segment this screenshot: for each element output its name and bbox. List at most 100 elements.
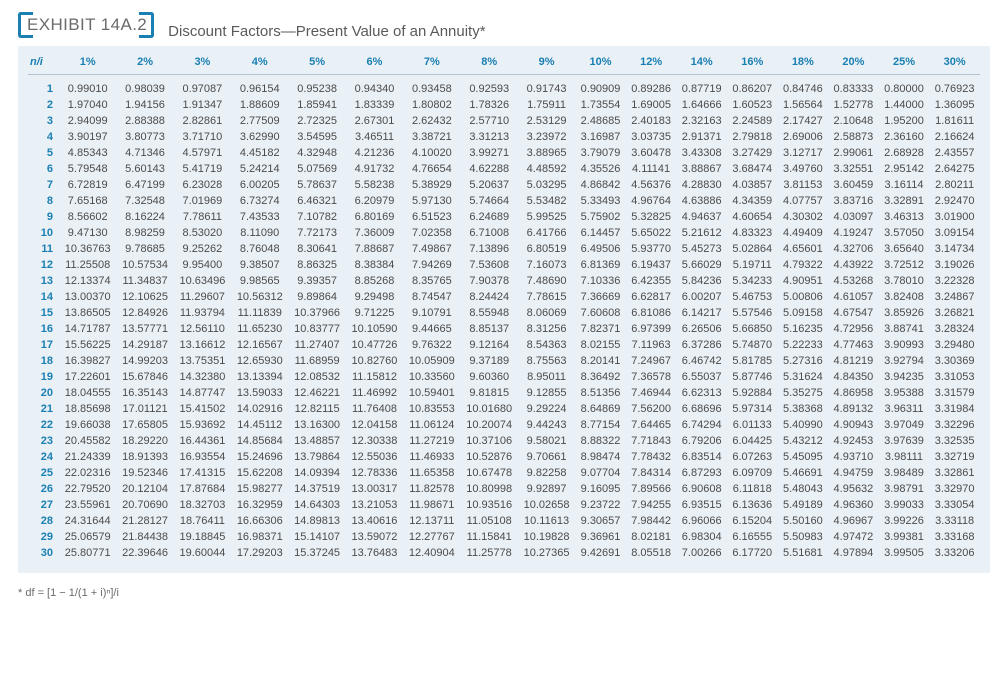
cell: 12.56110 <box>174 321 231 337</box>
cell: 4.63886 <box>676 193 727 209</box>
cell: 9.82258 <box>518 465 575 481</box>
cell: 4.90943 <box>828 417 879 433</box>
cell: 3.94235 <box>879 369 930 385</box>
cell: 8.53020 <box>174 225 231 241</box>
cell: 0.97087 <box>174 75 231 98</box>
table-row: 98.566028.162247.786117.435337.107826.80… <box>28 209 980 225</box>
cell: 13.48857 <box>288 433 345 449</box>
cell: 8.88322 <box>575 433 626 449</box>
cell: 5.66850 <box>727 321 778 337</box>
cell: 3.30369 <box>929 353 980 369</box>
cell: 8.56602 <box>59 209 116 225</box>
row-n: 30 <box>28 545 59 561</box>
cell: 14.87747 <box>174 385 231 401</box>
cell: 0.87719 <box>676 75 727 98</box>
cell: 4.34359 <box>727 193 778 209</box>
cell: 3.99505 <box>879 545 930 561</box>
cell: 7.10782 <box>288 209 345 225</box>
cell: 7.49867 <box>403 241 460 257</box>
cell: 10.19828 <box>518 529 575 545</box>
col-header: 7% <box>403 54 460 75</box>
col-header: 30% <box>929 54 980 75</box>
cell: 9.78685 <box>116 241 173 257</box>
cell: 1.97040 <box>59 97 116 113</box>
cell: 7.36578 <box>626 369 677 385</box>
cell: 4.96360 <box>828 497 879 513</box>
table-row: 109.471308.982598.530208.110907.721737.3… <box>28 225 980 241</box>
cell: 2.82861 <box>174 113 231 129</box>
cell: 4.93710 <box>828 449 879 465</box>
row-n: 17 <box>28 337 59 353</box>
cell: 4.92453 <box>828 433 879 449</box>
cell: 7.88687 <box>346 241 403 257</box>
cell: 4.28830 <box>676 177 727 193</box>
cell: 11.34837 <box>116 273 173 289</box>
cell: 11.25778 <box>461 545 518 561</box>
cell: 21.24339 <box>59 449 116 465</box>
cell: 11.76408 <box>346 401 403 417</box>
cell: 9.89864 <box>288 289 345 305</box>
cell: 9.29498 <box>346 289 403 305</box>
cell: 9.76322 <box>403 337 460 353</box>
table-row: 1211.2550810.575349.954009.385078.863258… <box>28 257 980 273</box>
cell: 3.22328 <box>929 273 980 289</box>
cell: 8.64869 <box>575 401 626 417</box>
cell: 14.45112 <box>231 417 288 433</box>
table-row: 1715.5622514.2918713.1661212.1656711.274… <box>28 337 980 353</box>
cell: 3.33118 <box>929 513 980 529</box>
cell: 2.53129 <box>518 113 575 129</box>
cell: 10.11613 <box>518 513 575 529</box>
cell: 3.99226 <box>879 513 930 529</box>
cell: 3.32719 <box>929 449 980 465</box>
cell: 10.67478 <box>461 465 518 481</box>
cell: 0.89286 <box>626 75 677 98</box>
cell: 10.02658 <box>518 497 575 513</box>
cell: 8.74547 <box>403 289 460 305</box>
col-header: 9% <box>518 54 575 75</box>
col-header: 1% <box>59 54 116 75</box>
cell: 7.10336 <box>575 273 626 289</box>
cell: 12.08532 <box>288 369 345 385</box>
cell: 6.19437 <box>626 257 677 273</box>
cell: 13.76483 <box>346 545 403 561</box>
cell: 3.33168 <box>929 529 980 545</box>
cell: 1.91347 <box>174 97 231 113</box>
cell: 9.10791 <box>403 305 460 321</box>
cell: 2.95142 <box>879 161 930 177</box>
cell: 5.51681 <box>778 545 829 561</box>
cell: 3.80773 <box>116 129 173 145</box>
cell: 6.41766 <box>518 225 575 241</box>
cell: 9.16095 <box>575 481 626 497</box>
cell: 8.55948 <box>461 305 518 321</box>
cell: 3.49760 <box>778 161 829 177</box>
cell: 6.13636 <box>727 497 778 513</box>
cell: 4.94759 <box>828 465 879 481</box>
cell: 10.63496 <box>174 273 231 289</box>
cell: 12.55036 <box>346 449 403 465</box>
cell: 3.62990 <box>231 129 288 145</box>
cell: 6.42355 <box>626 273 677 289</box>
cell: 6.71008 <box>461 225 518 241</box>
cell: 4.03857 <box>727 177 778 193</box>
cell: 13.16300 <box>288 417 345 433</box>
cell: 3.26821 <box>929 305 980 321</box>
cell: 10.01680 <box>461 401 518 417</box>
cell: 6.98304 <box>676 529 727 545</box>
col-header: 2% <box>116 54 173 75</box>
cell: 3.16987 <box>575 129 626 145</box>
cell: 18.85698 <box>59 401 116 417</box>
table-header-row: n/i 1%2%3%4%5%6%7%8%9%10%12%14%16%18%20%… <box>28 54 980 75</box>
row-n: 11 <box>28 241 59 257</box>
cell: 5.09158 <box>778 305 829 321</box>
row-n: 27 <box>28 497 59 513</box>
cell: 7.36009 <box>346 225 403 241</box>
cell: 2.40183 <box>626 113 677 129</box>
cell: 5.40990 <box>778 417 829 433</box>
cell: 3.09154 <box>929 225 980 241</box>
cell: 3.29480 <box>929 337 980 353</box>
cell: 2.43557 <box>929 145 980 161</box>
corner-label: n/i <box>28 54 59 75</box>
col-header: 8% <box>461 54 518 75</box>
cell: 8.35765 <box>403 273 460 289</box>
table-row: 2118.8569817.0112115.4150214.0291612.821… <box>28 401 980 417</box>
